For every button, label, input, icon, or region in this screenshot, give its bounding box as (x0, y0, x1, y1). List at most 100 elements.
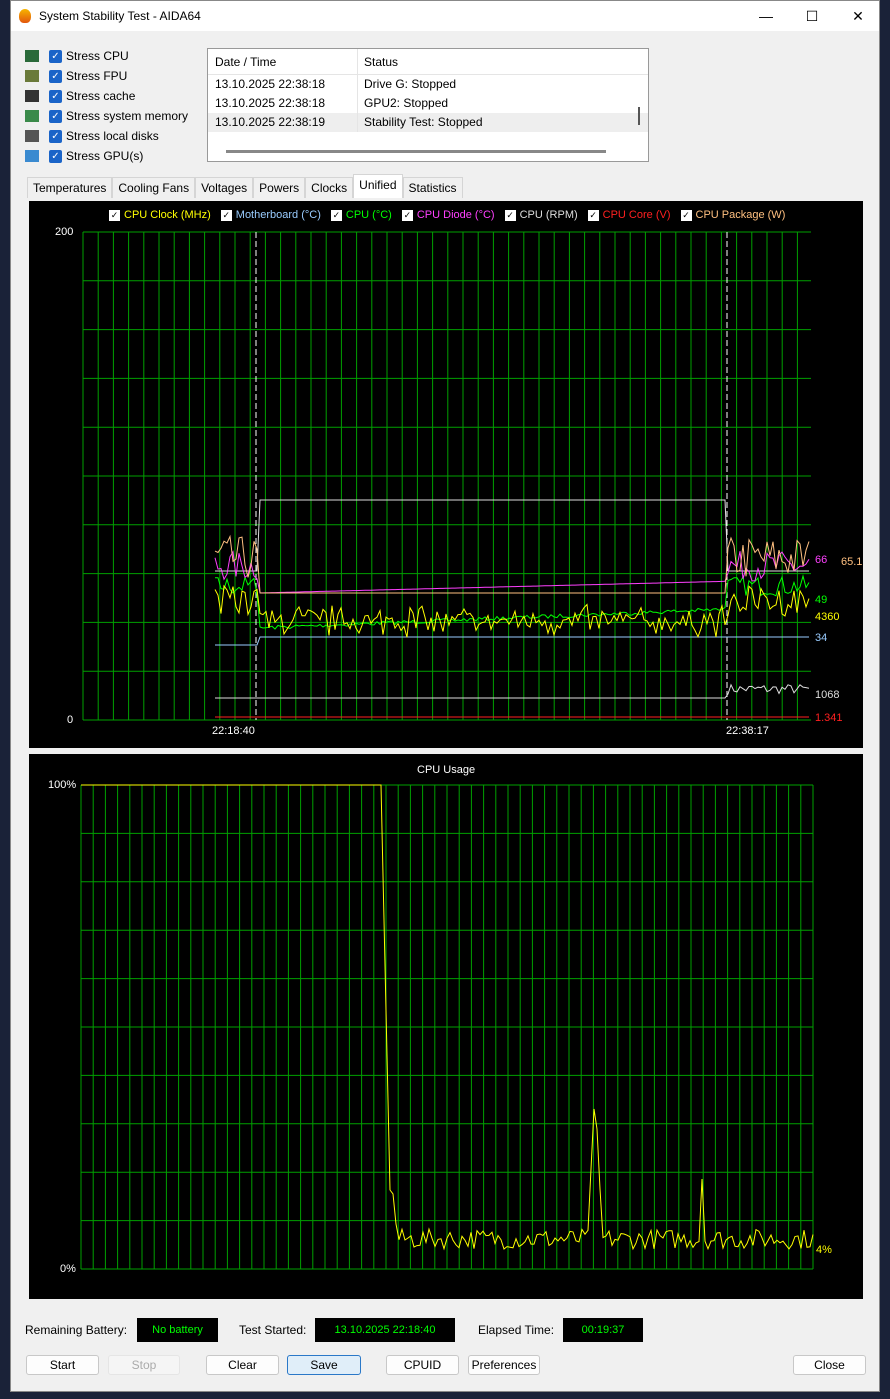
tab-statistics[interactable]: Statistics (402, 177, 463, 198)
tab-unified[interactable]: Unified (353, 174, 403, 198)
tab-clocks[interactable]: Clocks (305, 177, 354, 198)
legend-label: CPU Package (W) (695, 209, 786, 221)
preferences-button[interactable]: Preferences (468, 1355, 540, 1375)
stress-label: Stress GPU(s) (66, 149, 144, 163)
value-cpu-core: 1.341 (815, 712, 843, 724)
stress-label: Stress local disks (66, 129, 159, 143)
stress-option[interactable]: ✓ Stress FPU (25, 66, 127, 86)
series-cpu-rpm (215, 683, 810, 699)
stress-label: Stress cache (66, 89, 136, 103)
legend-label: CPU (RPM) (519, 209, 578, 221)
tab-cooling-fans[interactable]: Cooling Fans (112, 177, 196, 198)
window-title: System Stability Test - AIDA64 (39, 9, 201, 23)
unified-graph (82, 231, 811, 721)
elapsed-time-label: Elapsed Time: (478, 1323, 555, 1337)
stress-label: Stress FPU (66, 69, 128, 83)
cpu-usage-graph (80, 784, 814, 1270)
series-cpu-usage (81, 784, 814, 1251)
legend-checkbox[interactable]: ✓ (330, 210, 342, 221)
value-cpu-clock: 4360 (815, 611, 840, 623)
legend-label: CPU Diode (°C) (416, 209, 495, 221)
vertical-scrollbar[interactable] (638, 107, 640, 125)
legend-checkbox[interactable]: ✓ (680, 210, 692, 221)
stress-option[interactable]: ✓ Stress local disks (25, 126, 159, 146)
cpu-icon (25, 50, 39, 62)
legend-item[interactable]: ✓ CPU Core (V) (587, 209, 671, 221)
save-button[interactable]: Save (287, 1355, 361, 1375)
status-log-table[interactable]: Date / Time Status 13.10.2025 22:38:18 Dri… (207, 48, 649, 162)
y-max-label: 100% (48, 779, 77, 791)
aida64-window: System Stability Test - AIDA64 — ☐ ✕ ✓ St… (10, 0, 880, 1392)
legend-item[interactable]: ✓ CPU Clock (MHz) (109, 209, 211, 221)
horizontal-scrollbar[interactable] (226, 150, 606, 153)
log-row-status: Stability Test: Stopped (364, 115, 483, 129)
value-cpu-rpm: 1068 (815, 689, 840, 701)
series-motherboard (215, 636, 809, 646)
tab-powers[interactable]: Powers (253, 177, 306, 198)
test-started-label: Test Started: (239, 1323, 307, 1337)
start-button[interactable]: Start (26, 1355, 99, 1375)
column-header-datetime[interactable]: Date / Time (208, 49, 358, 74)
cpu-usage-title: CPU Usage (417, 764, 476, 776)
stop-button[interactable]: Stop (108, 1355, 180, 1375)
cpuid-button[interactable]: CPUID (386, 1355, 459, 1375)
legend-item[interactable]: ✓ CPU Diode (°C) (401, 209, 495, 221)
checkbox[interactable]: ✓ (49, 49, 62, 63)
maximize-button[interactable]: ☐ (805, 7, 819, 24)
minimize-button[interactable]: — (759, 8, 773, 24)
series-cpu-diode (214, 550, 810, 594)
stress-option[interactable]: ✓ Stress CPU (25, 46, 129, 66)
legend-item[interactable]: ✓ Motherboard (°C) (220, 209, 321, 221)
fpu-icon (25, 70, 39, 82)
tab-voltages[interactable]: Voltages (195, 177, 254, 198)
stress-option[interactable]: ✓ Stress cache (25, 86, 135, 106)
gpu-icon (25, 150, 39, 162)
legend-item[interactable]: ✓ CPU (°C) (330, 209, 392, 221)
elapsed-time-value: 00:19:37 (563, 1318, 643, 1342)
legend-checkbox[interactable]: ✓ (220, 210, 232, 221)
value-cpu-diode: 66 (815, 554, 828, 566)
aida64-flame-icon (19, 9, 31, 23)
x-end-label: 22:38:17 (726, 725, 769, 737)
legend-checkbox[interactable]: ✓ (504, 210, 516, 221)
legend-item[interactable]: ✓ CPU Package (W) (680, 209, 786, 221)
cpu-usage-value: 4% (816, 1244, 832, 1256)
checkbox[interactable]: ✓ (49, 149, 62, 163)
checkbox[interactable]: ✓ (49, 129, 62, 143)
series-cpu-package (214, 534, 810, 594)
stress-option[interactable]: ✓ Stress system memory (25, 106, 188, 126)
cache-icon (25, 90, 39, 102)
legend-checkbox[interactable]: ✓ (109, 210, 120, 221)
close-button[interactable]: Close (793, 1355, 866, 1375)
legend-label: Motherboard (°C) (235, 209, 321, 221)
tab-temperatures[interactable]: Temperatures (27, 177, 113, 198)
series-cpu-temp (215, 574, 810, 630)
y-min-label: 0% (60, 1263, 76, 1275)
checkbox[interactable]: ✓ (49, 69, 62, 83)
legend-item[interactable]: ✓ CPU (RPM) (504, 209, 578, 221)
unified-legend: ✓ CPU Clock (MHz) ✓ Motherboard (°C) ✓ CPU (°… (109, 209, 785, 221)
value-cpu-package: 65.1 (841, 556, 863, 568)
memory-icon (25, 110, 39, 122)
cpu-usage-panel: CPU Usage 100% 0% 4% (29, 754, 863, 1299)
log-row-status: Drive G: Stopped (364, 77, 457, 91)
title-bar: System Stability Test - AIDA64 — ☐ ✕ (11, 1, 879, 31)
log-row-time: 13.10.2025 22:38:18 (208, 94, 358, 113)
graph-tabs: Temperatures Cooling Fans Voltages Powers Cl… (27, 174, 463, 198)
close-window-button[interactable]: ✕ (852, 7, 864, 24)
unified-graph-panel: ✓ CPU Clock (MHz) ✓ Motherboard (°C) ✓ CPU (°… (29, 201, 863, 748)
legend-checkbox[interactable]: ✓ (587, 210, 599, 221)
stress-label: Stress system memory (66, 109, 189, 123)
clear-button[interactable]: Clear (206, 1355, 279, 1375)
log-row-time: 13.10.2025 22:38:19 (208, 113, 358, 132)
x-start-label: 22:18:40 (212, 725, 255, 737)
legend-checkbox[interactable]: ✓ (401, 210, 413, 221)
stress-option[interactable]: ✓ Stress GPU(s) (25, 146, 143, 166)
legend-label: CPU Clock (MHz) (124, 209, 211, 221)
log-row-status: GPU2: Stopped (364, 96, 449, 110)
series-cpu-clock (214, 584, 810, 638)
column-header-status[interactable]: Status (364, 55, 399, 69)
y-max-label: 200 (55, 226, 74, 238)
checkbox[interactable]: ✓ (49, 109, 62, 123)
checkbox[interactable]: ✓ (49, 89, 62, 103)
